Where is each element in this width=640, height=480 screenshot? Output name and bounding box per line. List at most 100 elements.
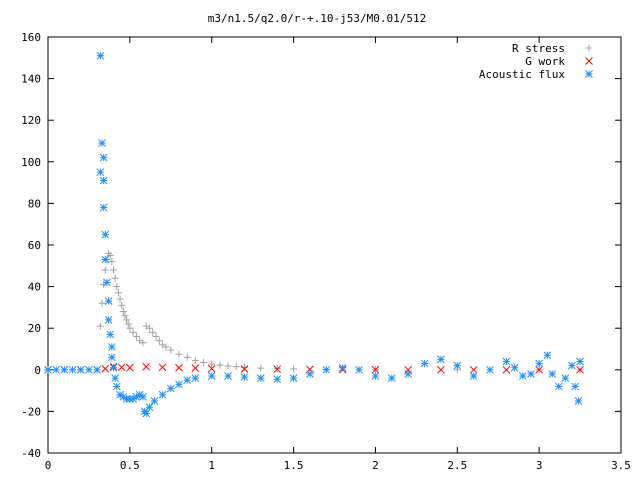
data-point [338,363,347,372]
data-point [107,353,116,362]
data-point [437,365,445,374]
data-point [200,359,208,367]
data-point [109,266,117,274]
data-point [103,278,111,287]
y-tick-label: 60 [28,239,41,252]
data-point [104,316,113,324]
data-point [155,337,163,345]
data-point [322,365,331,374]
data-point [93,365,101,374]
data-point [149,328,157,336]
data-point [453,361,462,370]
data-point [126,324,134,332]
data-point [124,320,132,328]
x-tick-label: 1 [208,459,215,472]
y-tick-label: 0 [34,364,41,377]
data-point [101,255,110,264]
data-point [52,365,61,374]
data-point [96,168,105,177]
data-point [306,370,314,378]
data-point [112,382,121,391]
data-point [129,328,137,336]
data-point [60,365,69,374]
data-point [371,372,380,380]
legend-marker-g-work [585,57,593,65]
data-point [117,363,126,372]
x-tick-label: 3 [536,459,543,472]
x-tick-label: 2 [372,459,379,472]
data-point [150,397,159,405]
data-point [108,258,116,266]
data-point [420,359,429,368]
x-tick-label: 3.5 [611,459,631,472]
data-point [502,357,511,366]
data-point [132,333,140,341]
data-point [257,364,265,372]
legend-marker-glyph [585,57,593,65]
data-point [139,339,147,347]
data-point [123,316,131,324]
data-point [99,203,108,212]
data-point [175,363,183,372]
data-point [510,363,519,372]
data-point [535,359,543,368]
y-tick-label: 80 [28,197,41,210]
data-point [121,312,129,320]
data-point [183,353,191,361]
data-point [543,351,552,360]
data-point [158,390,167,399]
data-point [518,372,527,380]
axis-ticks: 0 0.5 1 1.5 2 2.5 3 3.5 -40 -20 0 20 40 60 80 100 120 140… [21,31,631,472]
data-point [68,365,77,374]
data-point [387,374,396,382]
data-point [240,365,249,373]
data-point [107,343,116,351]
data-point [175,350,183,358]
data-point [139,392,147,401]
y-tick-label: 120 [21,114,41,127]
data-point [527,370,535,378]
data-point [371,365,380,374]
data-point [404,370,413,378]
data-point [208,360,216,368]
data-point [183,376,192,385]
legend-label-r-stress: R stress [512,42,565,55]
data-point [142,409,151,418]
data-point [96,51,105,60]
data-point [109,363,118,372]
y-tick-label: 20 [28,322,41,335]
chart-title: m3/n1.5/q2.0/r-+.10-j53/M0.01/512 [208,12,427,25]
data-point [162,343,170,351]
data-point [290,365,298,373]
data-point [118,301,126,309]
data-point [158,363,167,372]
data-point [469,372,478,380]
data-point [240,373,249,381]
data-point [175,380,183,389]
data-point [502,365,511,374]
y-tick-label: -40 [21,447,41,460]
legend-marker-acoustic-flux [585,70,593,78]
data-point [355,365,363,374]
data-point [101,266,109,274]
data-point [224,362,232,370]
data-point [167,346,175,354]
data-point [289,374,298,382]
data-point [113,283,121,291]
data-point [111,374,119,382]
data-point [273,365,282,374]
data-point [568,361,576,370]
data-point [216,361,224,369]
data-point [232,363,240,371]
legend-marker-r-stress [585,44,593,52]
data-point [76,365,85,374]
data-point [44,365,52,374]
data-point [224,372,232,380]
data-point [535,365,543,374]
data-point [111,274,119,282]
legend-entry-r-stress: R stress [512,42,593,55]
data-point [256,374,265,382]
data-point [106,251,114,259]
data-point [191,364,200,372]
